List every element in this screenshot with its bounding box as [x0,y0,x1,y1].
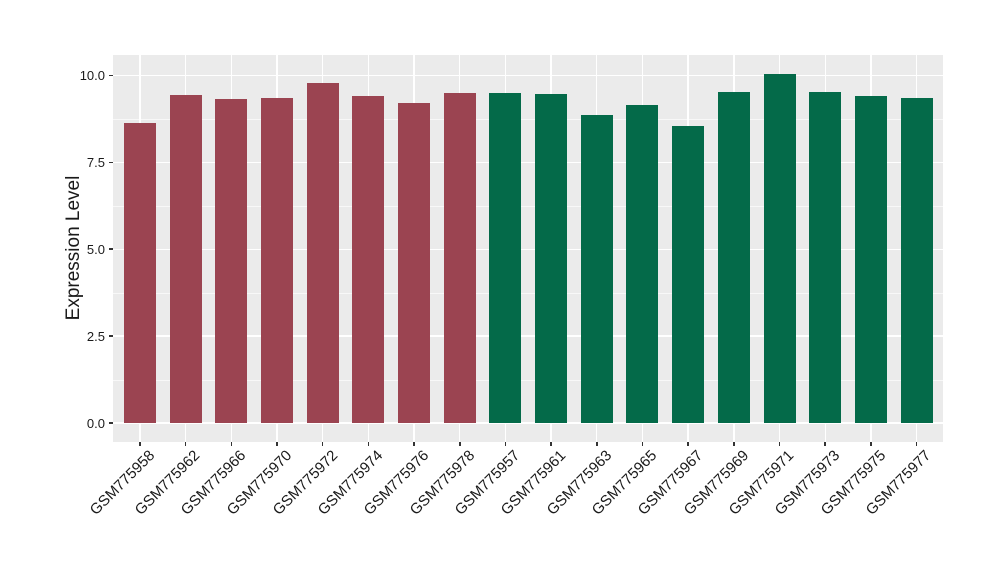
x-tick-mark [733,442,735,446]
bar-GSM775977 [900,98,933,423]
gridline-major-horizontal [113,422,943,424]
x-tick-mark [321,442,324,446]
x-tick-mark [870,442,872,446]
x-tick-mark [687,442,689,446]
gridline-minor-horizontal [113,292,943,294]
x-tick-mark [367,442,370,446]
bar-GSM775978 [443,93,476,423]
y-tick-label: 7.5 [86,154,105,170]
bar-GSM775975 [854,95,887,423]
bar-GSM775966 [215,99,248,423]
x-tick-mark [184,442,187,446]
y-tick-label: 10.0 [79,67,105,83]
gridline-major-horizontal [113,248,943,250]
gridline-minor-horizontal [113,118,943,120]
x-tick-mark [413,442,415,446]
y-tick-mark [109,161,113,164]
x-tick-mark [504,442,507,446]
y-tick-mark [109,422,113,424]
x-tick-mark [778,442,781,446]
y-tick-label: 2.5 [86,328,105,344]
bar-GSM775976 [398,102,431,423]
x-tick-mark [641,442,644,446]
y-tick-mark [109,248,113,250]
x-tick-mark [139,442,141,446]
y-tick-label: 5.0 [86,241,105,257]
x-tick-mark [459,442,461,446]
x-tick-mark [230,442,233,446]
x-tick-mark [824,442,826,446]
bar-GSM775967 [672,125,705,423]
bar-GSM775972 [306,82,339,423]
y-tick-mark [109,335,113,337]
bar-GSM775961 [535,93,568,423]
bar-GSM775973 [809,92,842,423]
bar-GSM775957 [489,92,522,423]
y-tick-label: 0.0 [86,415,105,431]
bar-GSM775963 [580,114,613,423]
gridline-major-horizontal [113,161,943,163]
bar-GSM775971 [763,74,796,423]
gridline-major-horizontal [113,335,943,337]
bar-GSM775965 [626,104,659,423]
bar-GSM775970 [261,97,294,423]
plot-panel [113,55,943,442]
gridline-minor-horizontal [113,205,943,207]
x-tick-mark [550,442,552,446]
x-tick-mark [596,442,598,446]
bar-GSM775958 [124,123,156,423]
gridline-minor-horizontal [113,379,943,381]
y-tick-mark [109,74,113,77]
x-tick-mark [276,442,278,446]
bar-GSM775974 [352,95,385,423]
bar-GSM775962 [169,94,202,423]
gridline-major-horizontal [113,74,943,77]
bar-GSM775969 [717,92,750,423]
x-tick-mark [915,442,918,446]
